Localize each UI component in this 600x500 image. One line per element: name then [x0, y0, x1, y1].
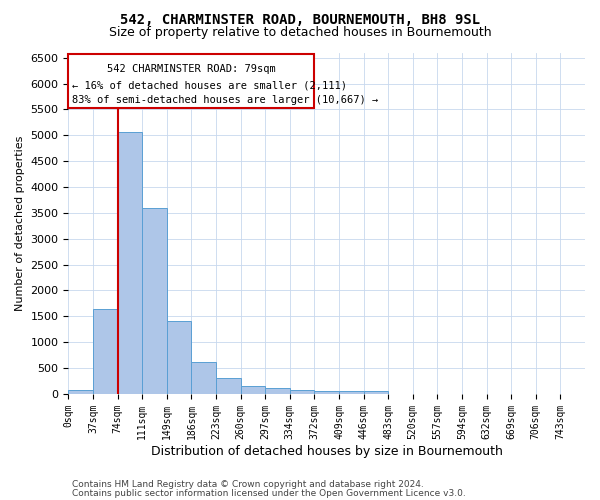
Text: 542, CHARMINSTER ROAD, BOURNEMOUTH, BH8 9SL: 542, CHARMINSTER ROAD, BOURNEMOUTH, BH8 …: [120, 12, 480, 26]
Bar: [118, 132, 142, 394]
Bar: [191, 362, 216, 394]
Text: 542 CHARMINSTER ROAD: 79sqm: 542 CHARMINSTER ROAD: 79sqm: [107, 64, 276, 74]
Bar: [142, 208, 167, 394]
Bar: [290, 390, 314, 394]
Text: Size of property relative to detached houses in Bournemouth: Size of property relative to detached ho…: [109, 26, 491, 39]
Bar: [241, 386, 265, 394]
Bar: [364, 391, 388, 394]
Bar: [339, 392, 364, 394]
Text: Contains public sector information licensed under the Open Government Licence v3: Contains public sector information licen…: [72, 488, 466, 498]
Bar: [314, 390, 339, 394]
FancyBboxPatch shape: [68, 54, 314, 108]
X-axis label: Distribution of detached houses by size in Bournemouth: Distribution of detached houses by size …: [151, 444, 503, 458]
Text: Contains HM Land Registry data © Crown copyright and database right 2024.: Contains HM Land Registry data © Crown c…: [72, 480, 424, 489]
Bar: [68, 390, 93, 394]
Bar: [216, 378, 241, 394]
Y-axis label: Number of detached properties: Number of detached properties: [15, 136, 25, 311]
Bar: [93, 308, 118, 394]
Bar: [167, 321, 191, 394]
Text: 83% of semi-detached houses are larger (10,667) →: 83% of semi-detached houses are larger (…: [72, 95, 379, 105]
Text: ← 16% of detached houses are smaller (2,111): ← 16% of detached houses are smaller (2,…: [72, 80, 347, 90]
Bar: [265, 388, 290, 394]
